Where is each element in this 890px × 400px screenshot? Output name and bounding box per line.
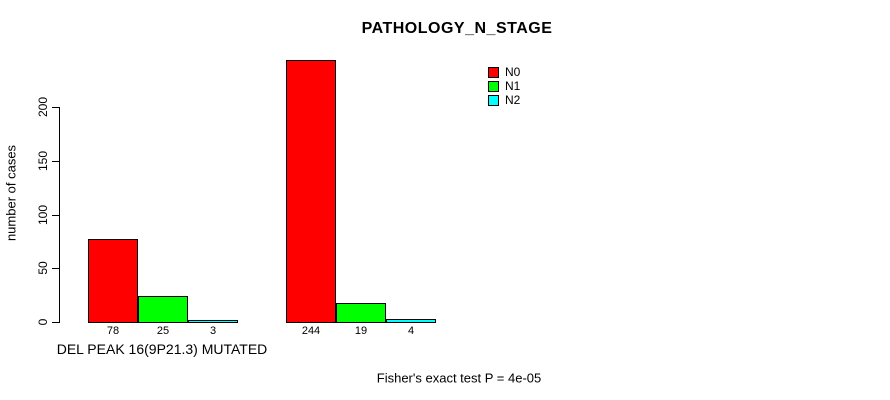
y-tick-label-200: 200 [36, 96, 50, 118]
bar-n1-group1 [138, 296, 188, 323]
y-tick-100 [52, 215, 60, 216]
legend-swatch-n1 [488, 80, 499, 92]
legend-swatch-n0 [488, 66, 499, 78]
y-tick-150 [52, 161, 60, 162]
y-axis-label: number of cases [3, 144, 19, 242]
bar-value-label-n2-group1: 3 [209, 325, 217, 337]
legend-item-n1: N1 [488, 79, 520, 93]
legend-item-n0: N0 [488, 65, 520, 79]
bar-n2-group2 [386, 318, 436, 323]
y-tick-label-150: 150 [36, 150, 50, 172]
legend-swatch-n2 [488, 94, 499, 106]
y-tick-200 [52, 107, 60, 108]
bar-value-label-n1-group2: 19 [354, 325, 368, 337]
y-tick-50 [52, 268, 60, 269]
y-tick-0 [52, 322, 60, 323]
bar-n1-group2 [336, 302, 386, 323]
y-tick-label-0: 0 [36, 318, 50, 326]
chart-title: PATHOLOGY_N_STAGE [361, 20, 553, 37]
bar-value-label-n0-group1: 78 [106, 325, 120, 337]
legend-item-n2: N2 [488, 93, 520, 107]
legend: N0 N1 N2 [488, 65, 520, 107]
bar-value-label-n2-group2: 4 [407, 325, 415, 337]
category-label-group1: DEL PEAK 16(9P21.3) MUTATED [56, 341, 268, 357]
bar-n0-group2 [286, 60, 336, 323]
fisher-test-annotation: Fisher's exact test P = 4e-05 [376, 370, 542, 386]
legend-label-n2: N2 [505, 93, 521, 107]
bar-n2-group1 [188, 319, 238, 323]
legend-label-n1: N1 [505, 79, 521, 93]
bar-value-label-n1-group1: 25 [156, 325, 170, 337]
y-tick-label-50: 50 [36, 261, 50, 275]
bar-value-label-n0-group2: 244 [301, 325, 321, 337]
bar-n0-group1 [88, 239, 138, 323]
y-tick-label-100: 100 [36, 204, 50, 226]
legend-label-n0: N0 [505, 65, 521, 79]
